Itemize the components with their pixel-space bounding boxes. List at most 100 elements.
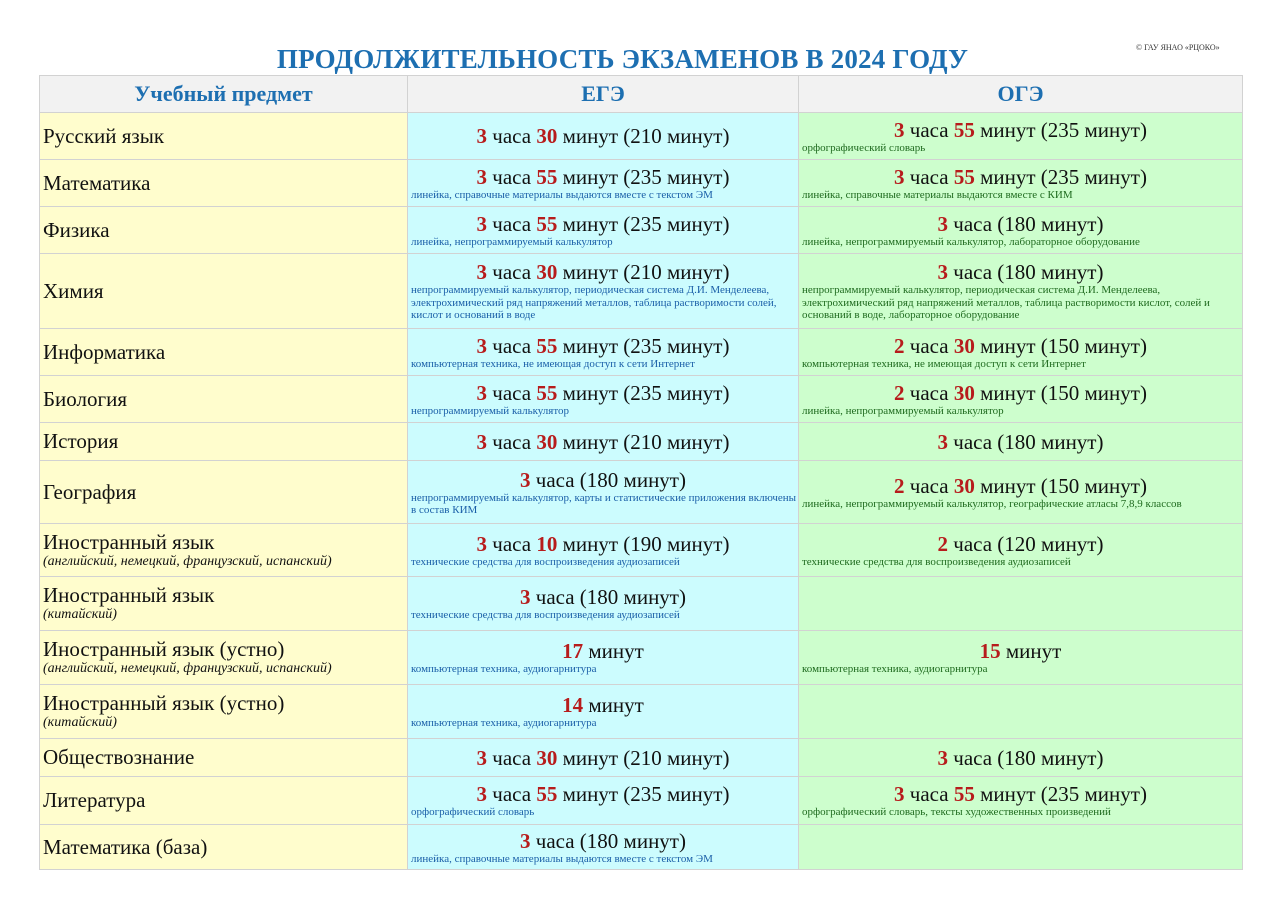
- duration-number: 15: [979, 639, 1001, 664]
- ege-allowed-materials: компьютерная техника, аудиогарнитура: [411, 717, 597, 730]
- oge-duration: 3 часа (180 минут): [799, 260, 1242, 284]
- ege-allowed-materials: линейка, справочные материалы выдаются в…: [411, 188, 713, 201]
- ege-cell: 3 часа (180 минут) линейка, справочные ма…: [407, 824, 799, 870]
- duration-text: часа (180 минут): [530, 585, 686, 610]
- oge-cell: 2 часа 30 минут (150 минут) компьютерная …: [798, 328, 1243, 376]
- table-header-row: Учебный предмет ЕГЭ ОГЭ: [39, 75, 1243, 113]
- duration-number: 55: [536, 333, 558, 358]
- subject-name: Иностранный язык (устно): [43, 691, 285, 715]
- subject-cell: Биология: [39, 375, 408, 423]
- oge-cell: 3 часа (180 минут) линейка, непрограммиру…: [798, 206, 1243, 254]
- header-oge: ОГЭ: [798, 75, 1243, 113]
- subject-cell: Физика: [39, 206, 408, 254]
- duration-text: часа (180 минут): [948, 745, 1104, 770]
- duration-number: 30: [953, 473, 975, 498]
- table-row: Биология 3 часа 55 минут (235 минут) непро…: [39, 375, 1243, 423]
- table-row: Физика 3 часа 55 минут (235 минут) линейка…: [39, 206, 1243, 254]
- ege-allowed-materials: линейка, справочные материалы выдаются в…: [411, 852, 713, 865]
- duration-number: 3: [476, 745, 488, 770]
- duration-number: 30: [953, 380, 975, 405]
- duration-number: 3: [476, 429, 488, 454]
- subject-name: Обществознание: [43, 745, 195, 769]
- subject-cell: Математика: [39, 159, 408, 207]
- duration-text: часа: [487, 124, 537, 148]
- subject-cell: Информатика: [39, 328, 408, 376]
- table-row: Химия 3 часа 30 минут (210 минут) непрогра…: [39, 253, 1243, 329]
- duration-text: часа (180 минут): [948, 211, 1104, 236]
- page-title: ПРОДОЛЖИТЕЛЬНОСТЬ ЭКЗАМЕНОВ В 2024 ГОДУ: [276, 44, 969, 74]
- subject-subtitle: (английский, немецкий, французский, испа…: [43, 553, 332, 569]
- oge-allowed-materials: линейка, непрограммируемый калькулятор: [802, 404, 1004, 417]
- duration-number: 30: [536, 745, 558, 770]
- subject-name: Иностранный язык: [43, 583, 215, 607]
- duration-number: 14: [562, 693, 584, 718]
- subject-name: Математика (база): [43, 834, 208, 859]
- duration-text: минут (235 минут): [557, 211, 730, 236]
- table-row: География 3 часа (180 минут) непрограммиру…: [39, 460, 1243, 524]
- oge-duration: 3 часа 55 минут (235 минут): [799, 782, 1242, 806]
- duration-number: 2: [937, 531, 949, 556]
- subject-cell: Иностранный язык (английский, немецкий, ф…: [39, 523, 408, 577]
- duration-number: 3: [476, 380, 488, 405]
- subject-subtitle: (английский, немецкий, французский, испа…: [43, 661, 332, 676]
- duration-number: 55: [536, 211, 558, 236]
- duration-text: минут (235 минут): [557, 782, 730, 807]
- oge-cell: 2 часа (120 минут) технические средства д…: [798, 523, 1243, 577]
- oge-cell: [798, 824, 1243, 870]
- subject-name: Русский язык: [43, 123, 165, 148]
- ege-cell: 3 часа 55 минут (235 минут) непрограммиру…: [407, 375, 799, 423]
- ege-allowed-materials: непрограммируемый калькулятор, карты и с…: [411, 491, 797, 517]
- ege-duration: 3 часа 55 минут (235 минут): [408, 381, 798, 405]
- duration-text: часа: [487, 429, 537, 454]
- duration-number: 3: [476, 164, 488, 189]
- oge-allowed-materials: линейка, непрограммируемый калькулятор, …: [802, 235, 1140, 248]
- duration-text: часа (180 минут): [948, 429, 1104, 454]
- duration-text: минут: [1000, 639, 1062, 664]
- duration-text: минут (210 минут): [557, 429, 730, 454]
- ege-cell: 3 часа 30 минут (210 минут): [407, 112, 799, 160]
- duration-number: 3: [476, 211, 488, 236]
- ege-duration: 3 часа 10 минут (190 минут): [408, 532, 798, 556]
- oge-duration: 3 часа (180 минут): [799, 746, 1242, 770]
- duration-number: 3: [520, 828, 531, 853]
- subject-cell: Обществознание: [39, 738, 408, 777]
- duration-text: часа: [487, 211, 537, 236]
- subject-name: Информатика: [43, 339, 166, 364]
- subject-cell: Математика (база): [39, 824, 408, 870]
- ege-cell: 3 часа 30 минут (210 минут): [407, 422, 799, 461]
- oge-cell: 3 часа 55 минут (235 минут) орфографическ…: [798, 776, 1243, 825]
- ege-duration: 17 минут: [408, 639, 798, 663]
- ege-duration: 3 часа 55 минут (235 минут): [408, 165, 798, 189]
- duration-number: 3: [937, 260, 949, 285]
- duration-text: часа (180 минут): [530, 828, 686, 853]
- ege-cell: 3 часа 30 минут (210 минут) непрограммиру…: [407, 253, 799, 329]
- ege-allowed-materials: линейка, непрограммируемый калькулятор: [411, 235, 613, 248]
- duration-text: часа (180 минут): [530, 467, 686, 492]
- duration-number: 3: [894, 782, 905, 807]
- duration-text: минут (235 минут): [557, 333, 730, 358]
- subject-cell: Химия: [39, 253, 408, 329]
- duration-text: часа (120 минут): [948, 531, 1104, 556]
- subject-name: Математика: [43, 170, 151, 195]
- ege-cell: 3 часа (180 минут) технические средства д…: [407, 576, 799, 631]
- exam-duration-table: Учебный предмет ЕГЭ ОГЭ Русский язык 3 ча…: [39, 75, 1243, 870]
- ege-cell: 3 часа (180 минут) непрограммируемый каль…: [407, 460, 799, 524]
- duration-text: часа: [904, 380, 954, 405]
- duration-number: 55: [953, 117, 975, 142]
- oge-allowed-materials: технические средства для воспроизведения…: [802, 555, 1071, 568]
- duration-text: часа: [904, 164, 954, 189]
- duration-number: 55: [953, 782, 975, 807]
- duration-text: часа: [487, 380, 537, 405]
- oge-duration: 3 часа 55 минут (235 минут): [799, 165, 1242, 189]
- oge-allowed-materials: орфографический словарь: [802, 141, 926, 154]
- oge-duration: 3 часа (180 минут): [799, 212, 1242, 236]
- subject-cell: Иностранный язык (устно) (английский, нем…: [39, 630, 408, 685]
- duration-text: минут (235 минут): [557, 380, 730, 405]
- subject-cell: История: [39, 422, 408, 461]
- ege-cell: 17 минут компьютерная техника, аудиогарни…: [407, 630, 799, 685]
- table-body: Русский язык 3 часа 30 минут (210 минут) 3…: [39, 112, 1243, 870]
- subject-name: Биология: [43, 386, 128, 411]
- header-ege: ЕГЭ: [407, 75, 799, 113]
- oge-cell: 3 часа (180 минут): [798, 422, 1243, 461]
- duration-number: 55: [536, 380, 558, 405]
